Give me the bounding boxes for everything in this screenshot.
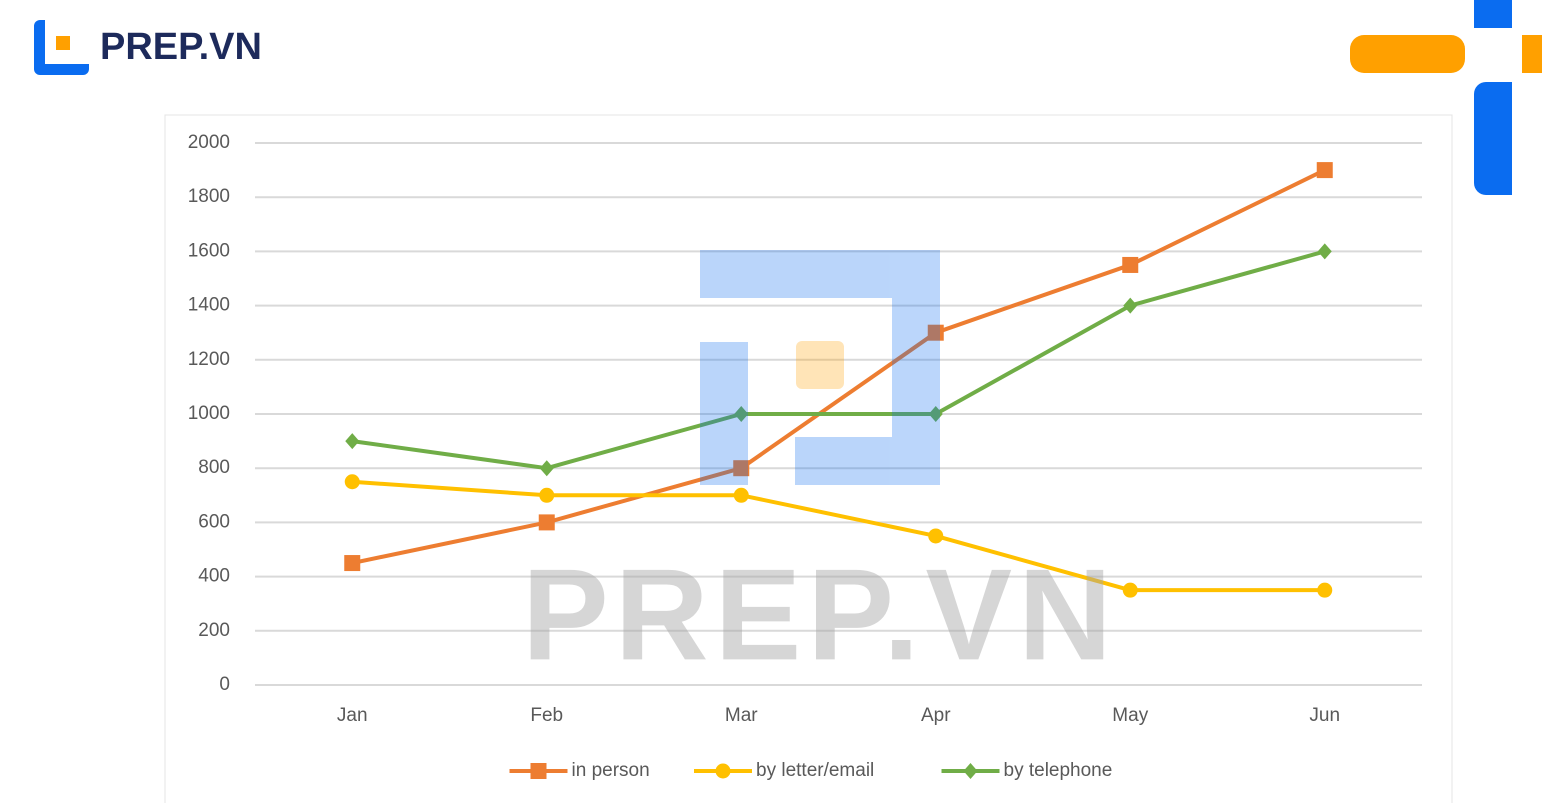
watermark-text: PREP.VN <box>522 541 1118 687</box>
marker <box>1123 297 1138 314</box>
y-tick-label: 2000 <box>188 132 230 153</box>
marker <box>345 433 360 450</box>
x-tick-label: Feb <box>530 705 563 726</box>
marker <box>734 406 749 422</box>
series-line <box>351 249 1326 471</box>
deco <box>1474 0 1512 28</box>
marker <box>538 514 555 531</box>
legend-item: in person <box>509 760 650 781</box>
marker <box>530 763 547 779</box>
x-tick-label: Apr <box>921 705 951 726</box>
y-tick-label: 1800 <box>188 186 230 207</box>
marker <box>344 555 361 572</box>
legend-item: by letter/email <box>694 760 874 781</box>
y-tick-label: 1400 <box>188 295 230 316</box>
marker <box>1122 582 1138 598</box>
marker <box>539 487 555 503</box>
logo: PREP.VN <box>34 20 262 75</box>
watermark-icon <box>700 250 940 485</box>
series-line <box>352 479 1325 593</box>
legend-label: in person <box>572 760 650 781</box>
marker <box>928 406 943 422</box>
marker <box>927 324 944 341</box>
y-tick-label: 0 <box>219 674 230 695</box>
legend-label: by telephone <box>1004 760 1113 781</box>
y-tick-label: 1000 <box>188 403 230 424</box>
deco <box>1500 82 1512 195</box>
watermark <box>700 250 940 485</box>
watermark-icon <box>796 341 844 389</box>
deco <box>1350 35 1465 73</box>
marker <box>1317 582 1333 598</box>
legend-item: by telephone <box>941 760 1113 781</box>
marker <box>733 487 749 503</box>
series-line <box>351 168 1326 566</box>
y-tick-label: 1600 <box>188 240 230 261</box>
x-tick-label: Jan <box>337 705 368 726</box>
logo-icon-dot <box>56 36 70 50</box>
watermark-icon <box>700 342 748 485</box>
y-tick-label: 400 <box>198 566 230 587</box>
marker <box>1317 243 1332 260</box>
x-tick-label: May <box>1112 705 1148 726</box>
y-tick-label: 200 <box>198 620 230 641</box>
plot: 0 200 400 600 800 1000 1200 1400 1600 1800 2000 Jan… <box>188 132 1422 726</box>
marker <box>1316 162 1333 179</box>
marker <box>344 474 360 490</box>
marker <box>1122 256 1139 273</box>
marker <box>928 528 944 544</box>
y-tick-label: 800 <box>198 457 230 478</box>
logo-text: PREP.VN <box>100 26 262 68</box>
marker <box>963 763 978 779</box>
marker <box>715 763 731 779</box>
y-tick-label: 1200 <box>188 349 230 370</box>
x-tick-label: Jun <box>1309 705 1340 726</box>
y-tick-label: 600 <box>198 511 230 532</box>
marker <box>539 460 554 477</box>
x-tick-label: Mar <box>725 705 758 726</box>
marker <box>733 460 750 477</box>
chart-frame <box>164 114 1453 803</box>
deco <box>1522 35 1542 73</box>
legend-label: by letter/email <box>756 760 874 781</box>
